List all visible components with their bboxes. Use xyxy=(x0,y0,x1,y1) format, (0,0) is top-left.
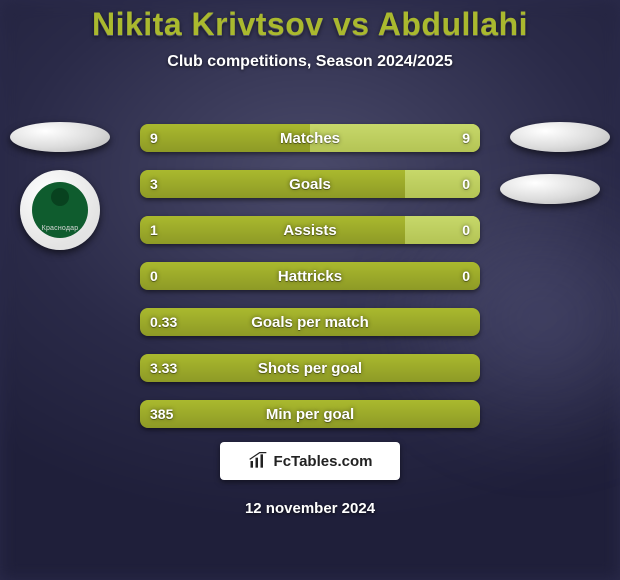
source-badge: FcTables.com xyxy=(220,442,400,480)
stat-bars: 99Matches 30Goals 10Assists 00Hattricks 0.33… xyxy=(140,124,480,446)
club-badge-left-inner: Краснодар xyxy=(32,182,88,238)
stat-bar-left-fill xyxy=(140,308,480,336)
club-badge-left-label: Краснодар xyxy=(42,225,79,232)
stat-row: 10Assists xyxy=(140,216,480,244)
source-label: FcTables.com xyxy=(274,453,373,470)
stat-row: 00Hattricks xyxy=(140,262,480,290)
club-badge-left: Краснодар xyxy=(20,170,100,250)
page-title: Nikita Krivtsov vs Abdullahi xyxy=(0,0,620,43)
stat-row: 30Goals xyxy=(140,170,480,198)
stat-row: 99Matches xyxy=(140,124,480,152)
stat-row: 0.33Goals per match xyxy=(140,308,480,336)
subtitle: Club competitions, Season 2024/2025 xyxy=(0,53,620,71)
stat-row: 385Min per goal xyxy=(140,400,480,428)
club-badge-right xyxy=(500,174,600,204)
stat-bar-left-fill xyxy=(140,354,480,382)
stat-row: 3.33Shots per goal xyxy=(140,354,480,382)
stat-bar-right-fill xyxy=(405,170,480,198)
player-photo-left xyxy=(10,122,110,152)
card: Nikita Krivtsov vs Abdullahi Club compet… xyxy=(0,0,620,580)
date-label: 12 november 2024 xyxy=(0,500,620,517)
stat-bar-right-fill xyxy=(405,216,480,244)
player-photo-right xyxy=(510,122,610,152)
stat-bar-left-fill xyxy=(140,262,480,290)
stat-bar-left-fill xyxy=(140,400,480,428)
stat-bar-right-fill xyxy=(310,124,480,152)
chart-icon xyxy=(248,451,268,471)
